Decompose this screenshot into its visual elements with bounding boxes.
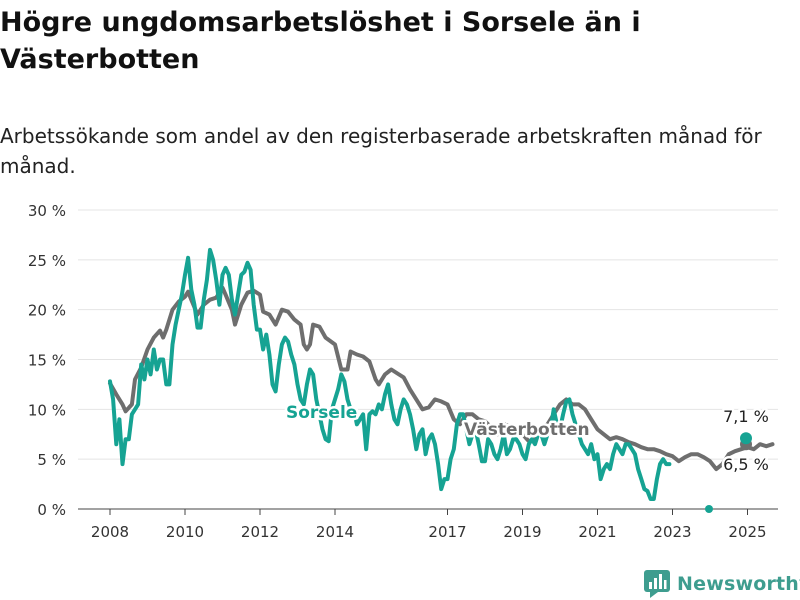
annotation-sorsele: Sorsele: [286, 403, 357, 423]
x-tick-label: 2019: [503, 523, 541, 541]
series-line-sorsele: [108, 247, 672, 501]
brand-logo[interactable]: Newsworthy: [644, 568, 800, 600]
series-lines: [108, 247, 775, 513]
x-tick-label: 2017: [428, 523, 466, 541]
brand-name: Newsworthy: [677, 573, 800, 595]
x-tick-label: 2008: [91, 523, 129, 541]
annotation-vasterbotten: Västerbotten: [464, 420, 590, 440]
y-tick-label: 30 %: [28, 202, 66, 220]
x-tick-label: 2014: [316, 523, 354, 541]
end-label-sorsele: 7,1 %: [723, 407, 769, 426]
series-line-vasterbotten: [108, 285, 775, 472]
y-tick-label: 15 %: [28, 352, 66, 370]
end-label-vasterbotten: 6,5 %: [723, 455, 769, 474]
x-tick-label: 2012: [241, 523, 279, 541]
y-tick-label: 10 %: [28, 401, 66, 419]
y-tick-label: 5 %: [37, 451, 66, 469]
grid: [78, 209, 778, 510]
x-axis: 2008 2010 2012 2014 2017 2019 2021 2023 2025: [91, 509, 767, 541]
bar-chart-logo-icon: [644, 570, 670, 598]
page-title: Högre ungdomsarbetslöshet i Sorsele än i…: [0, 7, 641, 75]
end-dot-sorsele: [740, 432, 752, 445]
series-labels: Sorsele Västerbotten 7,1 % 6,5 %: [284, 401, 772, 477]
y-tick-label: 20 %: [28, 302, 66, 320]
y-tick-label: 25 %: [28, 252, 66, 270]
x-tick-label: 2010: [166, 523, 204, 541]
x-tick-label: 2021: [578, 523, 616, 541]
x-tick-label: 2025: [728, 523, 766, 541]
x-tick-label: 2023: [653, 523, 691, 541]
y-tick-label: 0 %: [37, 501, 66, 519]
page-subtitle: Arbetssökande som andel av den registerb…: [0, 124, 762, 178]
y-axis: 0 % 5 % 10 % 15 % 20 % 25 % 30 %: [28, 202, 66, 519]
zero-dot-sorsele: [705, 505, 713, 513]
